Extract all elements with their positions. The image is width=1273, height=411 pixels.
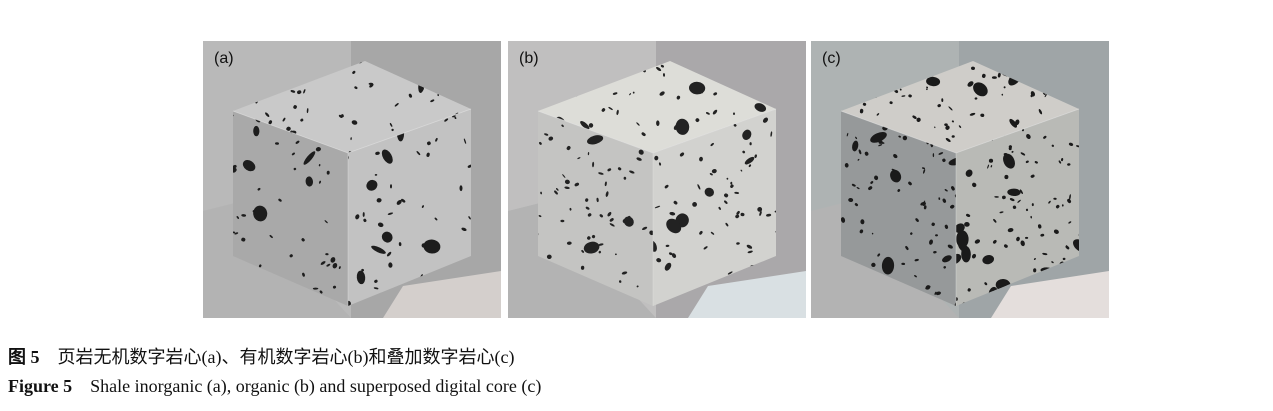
panel-label-b: (b) bbox=[519, 50, 539, 67]
caption-text-en: Shale inorganic (a), organic (b) and sup… bbox=[90, 376, 542, 396]
panel-label-c: (c) bbox=[822, 50, 841, 67]
figure-number-cn: 图 5 bbox=[8, 347, 40, 367]
panel-label-a: (a) bbox=[214, 50, 234, 67]
cube-image-b bbox=[508, 41, 806, 318]
panel-a-inorganic-core: (a) bbox=[203, 41, 501, 318]
caption-text-cn: 页岩无机数字岩心(a)、有机数字岩心(b)和叠加数字岩心(c) bbox=[57, 347, 515, 367]
panel-b-organic-core: (b) bbox=[508, 41, 806, 318]
cube-image-c bbox=[811, 41, 1109, 318]
figure-caption-english: Figure 5 Shale inorganic (a), organic (b)… bbox=[8, 376, 541, 397]
panel-c-superposed-core: (c) bbox=[811, 41, 1109, 318]
figure-caption-chinese: 图 5 页岩无机数字岩心(a)、有机数字岩心(b)和叠加数字岩心(c) bbox=[8, 343, 514, 369]
cube-image-a bbox=[203, 41, 501, 318]
figure-number-en: Figure 5 bbox=[8, 376, 73, 396]
